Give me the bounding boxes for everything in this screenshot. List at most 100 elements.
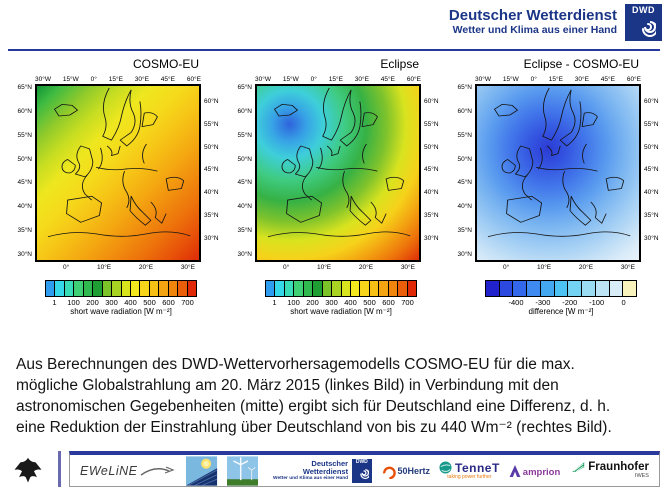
axis-label: 55°N <box>457 131 472 139</box>
colorbar-segment <box>73 281 83 296</box>
colorbar-labels: -400 -300 -200 -100 0 <box>485 298 637 307</box>
axis-label: 15°W <box>502 76 519 83</box>
map-canvas-cosmo-eu <box>35 84 201 262</box>
axis-label: 30°W <box>255 76 271 83</box>
radiation-field <box>257 86 419 260</box>
axis-label: 50°N <box>17 155 32 163</box>
axis-label: 30°E <box>620 264 635 271</box>
colorbar-segment <box>120 281 130 296</box>
axis-label: 100 <box>287 298 300 307</box>
colorbar-segment <box>581 281 595 296</box>
partner-logos-bar: EWeLiNE <box>69 451 660 487</box>
radiation-field <box>37 86 199 260</box>
axis-label: 0 <box>621 298 626 307</box>
map-title: Eclipse - COSMO-EU <box>523 57 639 71</box>
colorbar-segment <box>63 281 74 296</box>
axis-label: 45°E <box>160 76 175 83</box>
tennet-logo: TenneT taking power further <box>439 461 500 480</box>
axis-label: 40°N <box>424 189 439 197</box>
colorbar-segment <box>186 281 196 296</box>
wind-turbine-photo <box>226 455 258 486</box>
axis-label: 700 <box>181 298 194 307</box>
fraunhofer-label: Fraunhofer <box>588 460 649 473</box>
axis-label: 30°N <box>424 234 439 242</box>
axis-label: 10°E <box>536 264 552 271</box>
axis-label: 600 <box>382 298 395 307</box>
longitude-axis-top: 30°W 15°W 0° 15°E 30°E 45°E 60°E <box>475 76 641 83</box>
colorbar-segment <box>359 281 369 296</box>
axis-label: 60°E <box>186 76 201 83</box>
axis-label: 200 <box>306 298 319 307</box>
axis-label: 1 <box>272 298 277 307</box>
tennet-globe-icon <box>439 461 452 474</box>
longitude-axis-top: 30°W 15°W 0° 15°E 30°E 45°E 60°E <box>255 76 421 83</box>
axis-label: 300 <box>325 298 338 307</box>
axis-label: 35°N <box>457 227 472 235</box>
colorbar-segment <box>608 281 623 296</box>
colorbar-segment <box>101 281 112 296</box>
colorbar-segment <box>129 281 140 296</box>
dwd-footer-tagline: Wetter und Klima aus einer Hand <box>273 476 349 482</box>
axis-label: 45°N <box>204 166 219 174</box>
axis-label: 50°N <box>457 155 472 163</box>
axis-label: 60°N <box>17 107 32 115</box>
latitude-axis-right: 60°N 55°N 50°N 45°N 40°N 35°N 30°N <box>421 84 445 262</box>
colorbar-segment <box>321 281 332 296</box>
colorbar-segment <box>54 281 64 296</box>
latitude-axis-left: 65°N 60°N 55°N 50°N 45°N 40°N 35°N 30°N <box>445 84 475 262</box>
longitude-axis-bottom: 0° 10°E 20°E 30°E <box>255 264 421 275</box>
coastlines-overlay <box>487 87 631 238</box>
tennet-tagline: taking power further <box>447 474 492 480</box>
colorbar-segment <box>111 281 121 296</box>
axis-label: 30°N <box>644 234 659 242</box>
axis-label: 40°N <box>17 203 32 211</box>
axis-label: 15°W <box>282 76 299 83</box>
body-line: mögliche Globalstrahlung am 20. März 201… <box>16 377 559 394</box>
colorbar-segment <box>486 281 499 296</box>
colorbar-segment <box>349 281 360 296</box>
colorbar-segment <box>274 281 284 296</box>
colorbar-segment <box>622 281 637 296</box>
colorbar-segment <box>539 281 554 296</box>
axis-label: 30°E <box>574 76 589 83</box>
axis-label: 40°N <box>204 189 219 197</box>
axis-label: 55°N <box>237 131 252 139</box>
colorbar <box>265 280 417 297</box>
latitude-axis-right: 60°N 55°N 50°N 45°N 40°N 35°N 30°N <box>641 84 665 262</box>
colorbar <box>485 280 637 297</box>
latitude-axis-left: 65°N 60°N 55°N 50°N 45°N 40°N 35°N 30°N <box>225 84 255 262</box>
axis-label: -100 <box>589 298 605 307</box>
map-canvas-eclipse <box>255 84 421 262</box>
axis-label: 35°N <box>424 212 439 220</box>
axis-label: 400 <box>124 298 137 307</box>
axis-label: -200 <box>562 298 578 307</box>
eweline-swoosh-icon <box>141 465 176 476</box>
fraunhofer-unit-label: IWES <box>634 473 649 480</box>
colorbar-segment <box>378 281 388 296</box>
longitude-axis-bottom: 0° 10°E 20°E 30°E <box>35 264 201 275</box>
axis-label: 65°N <box>237 84 252 91</box>
axis-label: 50°N <box>424 143 439 151</box>
axis-label: 20°E <box>138 264 154 271</box>
footer: EWeLiNE <box>10 448 660 490</box>
axis-label: 45°N <box>17 179 32 187</box>
axis-label: 55°N <box>644 120 659 128</box>
axis-label: 30°N <box>237 250 252 258</box>
axis-label: -300 <box>535 298 551 307</box>
axis-label: 0° <box>63 264 70 271</box>
dwd-logo-text: DWD <box>632 5 655 15</box>
fifty-hertz-swirl-icon <box>382 466 396 479</box>
axis-label: 300 <box>105 298 118 307</box>
colorbar-segment <box>302 281 313 296</box>
axis-label: 0° <box>283 264 290 271</box>
coastlines-overlay <box>47 87 191 238</box>
axis-label: 0° <box>310 76 317 83</box>
axis-label: 60°N <box>644 98 659 105</box>
body-line: eine Reduktion der Einstrahlung über Deu… <box>16 419 612 436</box>
axis-label: 45°E <box>380 76 395 83</box>
colorbar-caption: difference [W m⁻²] <box>528 307 594 316</box>
dwd-footer-icon-text: DWD <box>355 458 368 465</box>
axis-label: 50°N <box>644 143 659 151</box>
colorbar-caption: short wave radiation [W m⁻²] <box>70 307 172 316</box>
dwd-footer-icon: DWD <box>352 458 372 483</box>
